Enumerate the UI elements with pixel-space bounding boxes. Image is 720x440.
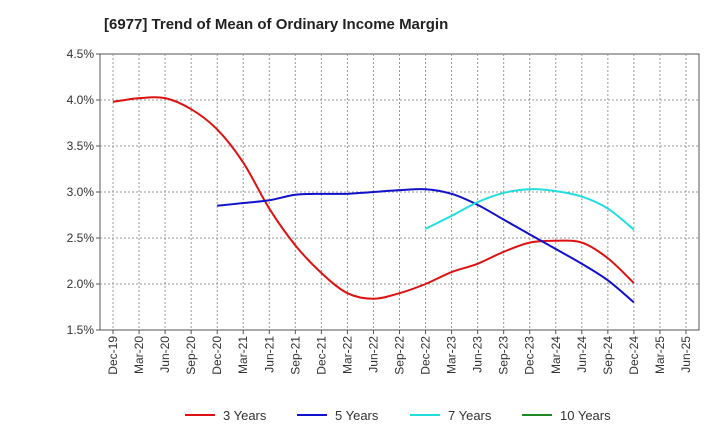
y-tick-label: 1.5% bbox=[67, 323, 95, 337]
series-line-5-years bbox=[217, 188, 635, 304]
legend-label: 7 Years bbox=[448, 408, 492, 423]
x-tick-label: Jun-23 bbox=[471, 336, 485, 373]
y-tick-label: 3.5% bbox=[67, 139, 95, 153]
x-tick-label: Dec-23 bbox=[523, 336, 537, 375]
y-tick-label: 4.0% bbox=[67, 93, 95, 107]
x-tick-label: Jun-21 bbox=[262, 336, 276, 373]
x-tick-label: Sep-24 bbox=[601, 336, 615, 375]
legend-label: 10 Years bbox=[560, 408, 611, 423]
x-tick-label: Dec-24 bbox=[627, 336, 641, 375]
legend: 3 Years 5 Years 7 Years 10 Years bbox=[185, 408, 611, 423]
y-tick-label: 2.0% bbox=[67, 277, 95, 291]
legend-label: 3 Years bbox=[223, 408, 267, 423]
x-tick-label: Sep-22 bbox=[393, 336, 407, 375]
x-tick-label: Mar-24 bbox=[549, 336, 563, 374]
x-tick-label: Sep-23 bbox=[497, 336, 511, 375]
chart-title: [6977] Trend of Mean of Ordinary Income … bbox=[104, 16, 449, 33]
x-tick-label: Mar-20 bbox=[132, 336, 146, 374]
x-axis: Dec-19 Mar-20 Jun-20 Sep-20 Dec-20 Mar-21 Jun-… bbox=[106, 330, 693, 375]
grid-lines bbox=[100, 54, 699, 330]
x-tick-label: Mar-22 bbox=[340, 336, 354, 374]
y-tick-label: 3.0% bbox=[67, 185, 95, 199]
legend-label: 5 Years bbox=[335, 408, 379, 423]
x-tick-label: Sep-21 bbox=[288, 336, 302, 375]
x-tick-label: Jun-22 bbox=[366, 336, 380, 373]
series-line-7-years bbox=[425, 188, 635, 231]
x-tick-label: Dec-22 bbox=[419, 336, 433, 375]
x-tick-label: Dec-21 bbox=[314, 336, 328, 375]
series-line-3-years bbox=[112, 96, 635, 300]
series-lines bbox=[112, 96, 635, 304]
x-tick-label: Jun-25 bbox=[679, 336, 693, 373]
x-tick-label: Mar-23 bbox=[445, 336, 459, 374]
y-tick-label: 4.5% bbox=[67, 47, 95, 61]
x-tick-label: Dec-20 bbox=[210, 336, 224, 375]
x-tick-label: Jun-24 bbox=[575, 336, 589, 373]
x-tick-label: Jun-20 bbox=[158, 336, 172, 373]
x-tick-label: Mar-25 bbox=[653, 336, 667, 374]
x-tick-label: Dec-19 bbox=[106, 336, 120, 375]
x-tick-label: Sep-20 bbox=[184, 336, 198, 375]
x-tick-label: Mar-21 bbox=[236, 336, 250, 374]
y-axis: 1.5% 2.0% 2.5% 3.0% 3.5% 4.0% 4.5% bbox=[67, 47, 100, 337]
y-tick-label: 2.5% bbox=[67, 231, 95, 245]
